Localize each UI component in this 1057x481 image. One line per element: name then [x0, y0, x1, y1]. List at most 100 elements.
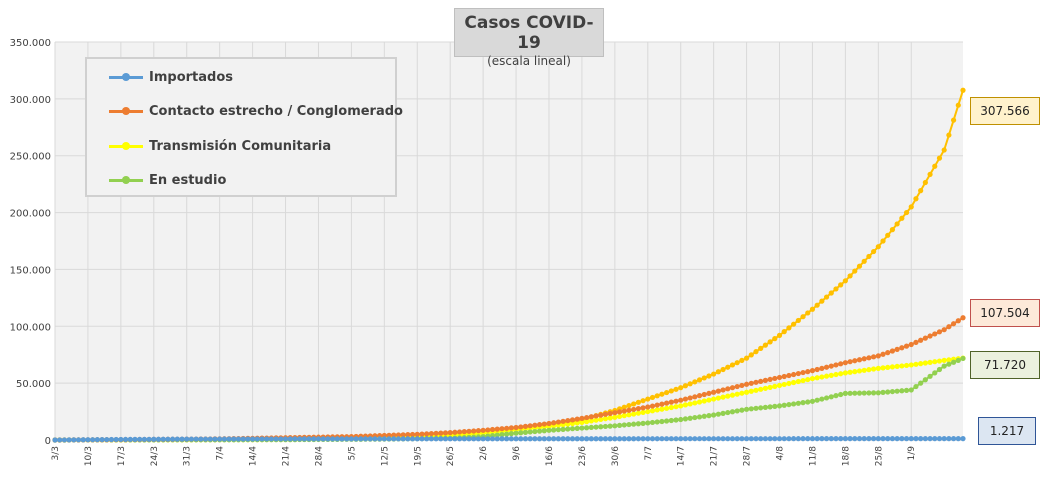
data-point	[235, 436, 242, 442]
data-point	[607, 410, 613, 417]
data-point	[814, 302, 820, 308]
data-point	[231, 436, 237, 442]
data-point	[696, 436, 703, 442]
data-point	[85, 437, 91, 443]
data-point	[504, 431, 510, 437]
data-point	[640, 420, 646, 426]
data-point	[762, 385, 769, 391]
data-point	[692, 400, 698, 406]
data-point	[918, 361, 924, 367]
data-point	[809, 375, 816, 382]
data-point	[715, 395, 721, 401]
data-point	[438, 430, 444, 436]
data-point	[250, 436, 256, 442]
legend-item-contacto: Contacto estrecho / Conglomerado	[109, 102, 403, 120]
data-point	[678, 416, 684, 423]
data-point	[734, 408, 740, 414]
data-point	[555, 427, 562, 433]
data-point	[908, 204, 914, 210]
y-axis: 0 50.000 100.000 150.000 200.000 250.000 300.0…	[10, 38, 51, 447]
data-point	[673, 417, 679, 423]
data-point	[607, 423, 613, 429]
data-point	[381, 436, 387, 442]
data-point	[711, 371, 717, 377]
data-point	[137, 436, 143, 442]
data-point	[188, 436, 195, 442]
data-point	[593, 424, 599, 430]
data-point	[480, 427, 486, 433]
data-point	[748, 388, 754, 394]
data-point	[748, 352, 754, 358]
data-point	[626, 436, 632, 442]
data-point	[682, 402, 689, 408]
data-point	[856, 390, 863, 396]
data-point	[207, 436, 213, 442]
x-tick-label: 26/5	[446, 446, 456, 466]
x-tick-label: 25/8	[874, 446, 884, 466]
data-point	[734, 360, 740, 366]
data-point	[499, 426, 505, 432]
x-axis: 3/3 10/3 17/3 24/3 31/3 7/4 14/4 21/4 28/4 5/5 12/…	[51, 439, 963, 466]
data-point	[791, 321, 797, 327]
data-point	[852, 369, 858, 375]
data-point	[692, 379, 698, 385]
data-point	[457, 429, 463, 435]
x-tick-label: 10/3	[84, 446, 94, 466]
data-point	[602, 416, 609, 422]
data-point	[758, 405, 764, 411]
legend-swatch	[109, 175, 143, 184]
data-point	[654, 419, 660, 425]
data-point	[367, 436, 373, 442]
data-point	[198, 436, 204, 442]
data-point	[936, 358, 943, 364]
data-point	[946, 324, 952, 330]
data-point	[701, 436, 707, 442]
data-point	[908, 436, 914, 442]
data-point	[673, 404, 679, 410]
data-point	[866, 390, 872, 396]
data-point	[452, 436, 458, 442]
x-tick-label: 23/6	[578, 446, 588, 466]
data-point	[588, 414, 594, 420]
data-point	[899, 215, 905, 221]
data-point	[377, 436, 383, 442]
data-point	[626, 402, 632, 409]
data-point	[918, 188, 924, 194]
data-point	[880, 389, 886, 395]
data-point	[593, 417, 599, 423]
data-point	[838, 361, 844, 367]
data-point	[795, 378, 801, 385]
data-point	[122, 436, 129, 443]
data-point	[734, 391, 740, 397]
data-point	[701, 375, 707, 381]
data-point	[682, 383, 689, 389]
data-point	[311, 436, 317, 442]
data-point	[936, 155, 943, 161]
data-point	[795, 436, 801, 442]
data-point	[442, 430, 449, 436]
data-point	[805, 369, 811, 375]
data-point	[955, 436, 961, 442]
x-tick-label: 31/3	[183, 446, 193, 466]
data-point	[880, 436, 886, 442]
legend-swatch	[109, 72, 143, 81]
data-point	[814, 436, 820, 442]
data-point	[682, 436, 689, 442]
data-point	[386, 436, 392, 442]
x-tick-label: 12/5	[380, 446, 390, 466]
data-point	[922, 179, 928, 186]
legend-swatch	[109, 141, 143, 150]
y-tick-label: 100.000	[10, 322, 51, 333]
data-point	[612, 410, 618, 416]
end-label-en-estudio: 71.720	[970, 351, 1040, 379]
legend-label: Importados	[149, 69, 233, 85]
data-point	[320, 436, 326, 442]
data-point	[259, 436, 265, 442]
x-tick-label: 14/7	[677, 446, 687, 466]
data-point	[866, 253, 872, 260]
data-point	[395, 436, 402, 442]
data-point	[701, 398, 707, 404]
data-point	[918, 436, 924, 442]
data-point	[579, 436, 585, 442]
y-tick-label: 300.000	[10, 95, 51, 106]
